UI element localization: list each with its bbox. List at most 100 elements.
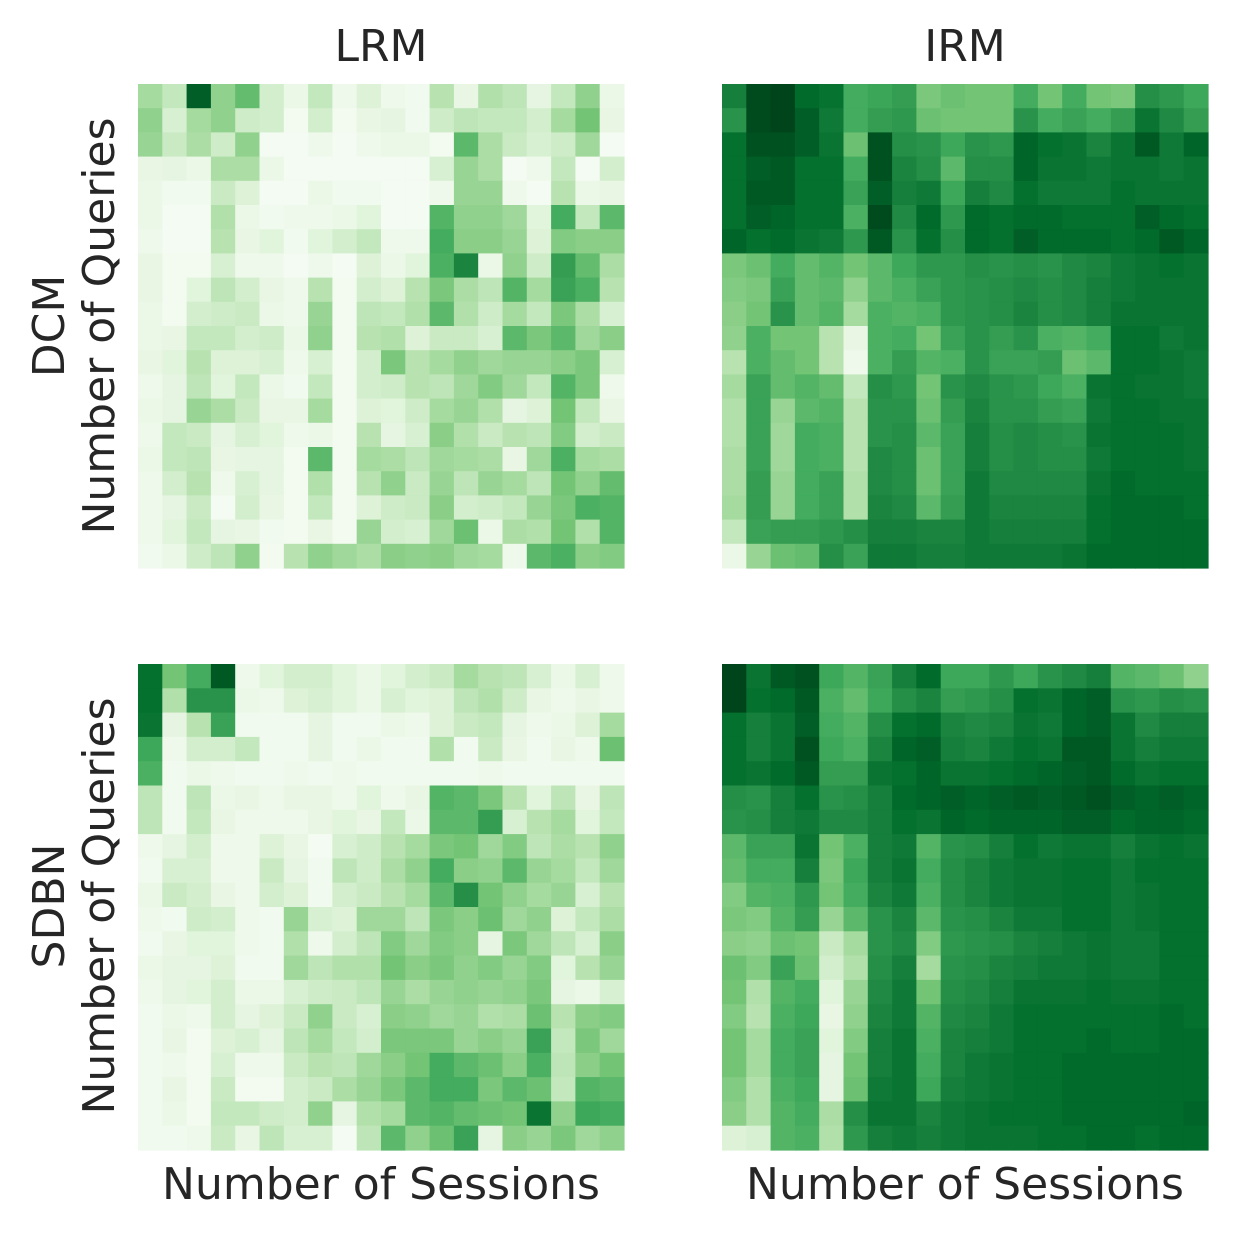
heatmap-cell	[429, 301, 455, 327]
heatmap-cell	[453, 931, 479, 957]
heatmap-cell	[599, 688, 625, 714]
heatmap-cell	[356, 1028, 382, 1054]
heatmap-cell	[551, 761, 576, 787]
heatmap-cell	[138, 156, 163, 182]
heatmap-cell	[210, 350, 236, 375]
heatmap-cell	[843, 156, 869, 182]
heatmap-cell	[770, 374, 796, 400]
heatmap-cell	[381, 229, 406, 254]
heatmap-cell	[940, 229, 966, 254]
heatmap-cell	[162, 108, 188, 133]
heatmap-cell	[551, 108, 576, 133]
heatmap-cell	[843, 761, 869, 787]
heatmap-cell	[1086, 398, 1112, 424]
heatmap-cell	[332, 1052, 358, 1078]
heatmap-cell	[1037, 1052, 1063, 1078]
heatmap-cell	[892, 761, 917, 787]
heatmap-cell	[332, 931, 358, 957]
heatmap-cell	[940, 84, 966, 109]
heatmap-cell	[1062, 907, 1088, 932]
heatmap-cell	[308, 1052, 333, 1078]
heatmap-cell	[575, 858, 601, 884]
heatmap-cell	[551, 229, 576, 254]
heatmap-cell	[965, 519, 990, 545]
heatmap-cell	[502, 495, 528, 521]
heatmap-cell	[405, 1028, 431, 1054]
heatmap-cell	[916, 253, 942, 279]
heatmap-cell	[259, 834, 285, 859]
heatmap-cell	[502, 931, 528, 957]
heatmap-cell	[259, 326, 285, 351]
heatmap-cell	[1159, 1077, 1185, 1102]
heatmap-cell	[162, 301, 188, 327]
heatmap-cell	[186, 84, 212, 109]
heatmap-cell	[1062, 834, 1088, 859]
heatmap-cell	[526, 132, 552, 158]
heatmap-cell	[502, 809, 528, 835]
heatmap-cell	[989, 931, 1015, 957]
heatmap-cell	[940, 132, 966, 158]
heatmap-cell	[308, 471, 333, 496]
heatmap-cell	[235, 108, 261, 133]
heatmap-cell	[770, 471, 796, 496]
heatmap-cell	[356, 543, 382, 569]
heatmap-cell	[259, 761, 285, 787]
heatmap-cell	[526, 1077, 552, 1102]
heatmap-cell	[867, 132, 893, 158]
heatmap-cell	[235, 156, 261, 182]
heatmap-cell	[210, 664, 236, 689]
heatmap-cell	[989, 84, 1015, 109]
heatmap-cell	[1159, 907, 1185, 932]
heatmap-cell	[1013, 834, 1039, 859]
heatmap-cell	[478, 1101, 504, 1127]
heatmap-cell	[1062, 664, 1088, 689]
heatmap-cell	[892, 1125, 917, 1151]
heatmap-cell	[381, 688, 406, 714]
heatmap-cell	[162, 519, 188, 545]
heatmap-cell	[794, 931, 820, 957]
heatmap-cell	[843, 543, 869, 569]
heatmap-cell	[1037, 205, 1063, 230]
heatmap-cell	[162, 1028, 188, 1054]
heatmap-cell	[819, 761, 845, 787]
heatmap-cell	[965, 277, 990, 303]
heatmap-cell	[1183, 543, 1209, 569]
heatmap-cell	[502, 84, 528, 109]
heatmap-cell	[965, 205, 990, 230]
heatmap-cell	[1037, 882, 1063, 908]
heatmap-cell	[356, 1101, 382, 1127]
heatmap-cell	[1135, 809, 1160, 835]
x-axis-label-irm: Number of Sessions	[746, 1159, 1184, 1210]
heatmap-cell	[551, 1004, 576, 1030]
heatmap-cell	[1135, 108, 1160, 133]
heatmap-cell	[551, 785, 576, 811]
heatmap-cell	[1110, 108, 1136, 133]
heatmap-cell	[259, 1052, 285, 1078]
heatmap-cell	[599, 1101, 625, 1127]
heatmap-cell	[235, 253, 261, 279]
heatmap-cell	[453, 1004, 479, 1030]
heatmap-cell	[210, 205, 236, 230]
heatmap-cell	[381, 931, 406, 957]
heatmap-cell	[575, 519, 601, 545]
heatmap-cell	[283, 156, 309, 182]
heatmap-cell	[989, 350, 1015, 375]
heatmap-cell	[551, 931, 576, 957]
heatmap-cell	[429, 1101, 455, 1127]
heatmap-cell	[1062, 543, 1088, 569]
heatmap-cell	[502, 277, 528, 303]
heatmap-cell	[453, 664, 479, 689]
heatmap-cell	[843, 519, 869, 545]
heatmap-cell	[746, 350, 772, 375]
heatmap-cell	[186, 1028, 212, 1054]
heatmap-cell	[1110, 931, 1136, 957]
heatmap-cell	[1110, 301, 1136, 327]
heatmap-cell	[1037, 471, 1063, 496]
heatmap-cell	[308, 108, 333, 133]
heatmap-cell	[770, 907, 796, 932]
heatmap-cell	[381, 84, 406, 109]
heatmap-cell	[867, 955, 893, 981]
heatmap-cell	[867, 519, 893, 545]
heatmap-cell	[478, 471, 504, 496]
heatmap-cell	[892, 907, 917, 932]
